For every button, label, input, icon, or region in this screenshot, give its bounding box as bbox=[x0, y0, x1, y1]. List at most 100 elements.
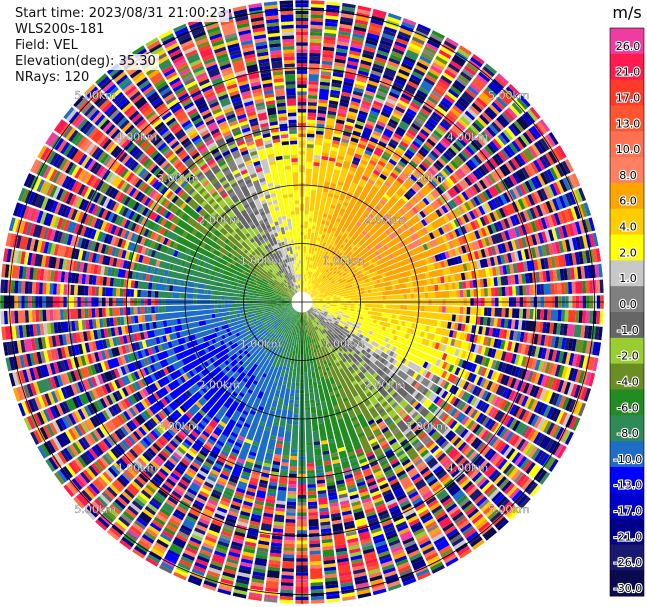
ray bbox=[311, 159, 574, 298]
ray bbox=[302, 312, 325, 604]
colorbar-tick-label: 0.0 bbox=[619, 298, 637, 311]
ray bbox=[310, 132, 559, 297]
ring-label: 2.00km bbox=[199, 213, 241, 226]
ray bbox=[311, 307, 567, 459]
ray bbox=[305, 311, 417, 587]
ray bbox=[83, 309, 295, 521]
ray bbox=[311, 305, 587, 417]
start-time-label: Start time: 2023/08/31 21:00:23 bbox=[12, 6, 230, 22]
colorbar-tick-halo: 0.0 bbox=[619, 298, 637, 311]
ray bbox=[312, 304, 596, 387]
colorbar-swatch bbox=[610, 570, 644, 597]
ray bbox=[217, 8, 300, 292]
ray bbox=[308, 310, 498, 541]
ray bbox=[17, 187, 293, 299]
ray bbox=[310, 307, 559, 472]
ray bbox=[159, 30, 298, 293]
ray bbox=[309, 309, 521, 521]
colorbar-swatch bbox=[610, 105, 644, 132]
ring-label: 1.00km bbox=[240, 337, 282, 350]
ray bbox=[12, 305, 293, 402]
ray bbox=[312, 279, 604, 302]
colorbar-tick-label: -4.0 bbox=[617, 376, 638, 389]
colorbar-tick-halo: -1.0 bbox=[617, 324, 638, 337]
ray bbox=[202, 311, 299, 592]
colorbar-unit-label: m/s bbox=[612, 3, 641, 22]
colorbar-swatch bbox=[610, 157, 644, 184]
colorbar-swatch bbox=[610, 312, 644, 339]
ray bbox=[248, 312, 301, 602]
colorbar-swatch bbox=[610, 466, 644, 494]
ray bbox=[1, 263, 292, 302]
ray bbox=[306, 23, 431, 293]
ray bbox=[305, 17, 417, 293]
colorbar-tick-halo: 4.0 bbox=[619, 221, 637, 234]
ray bbox=[17, 305, 293, 417]
colorbar-tick-label: -10.0 bbox=[614, 453, 642, 466]
ray bbox=[312, 302, 604, 325]
colorbar-swatch bbox=[610, 389, 644, 416]
ray bbox=[95, 309, 296, 531]
ring-label: 3.00km bbox=[405, 172, 447, 185]
ray bbox=[312, 248, 602, 301]
ray bbox=[145, 37, 297, 294]
colorbar-tick-label: -21.0 bbox=[614, 530, 642, 543]
colorbar-swatch bbox=[610, 182, 644, 210]
ray bbox=[302, 312, 341, 603]
colorbar-tick-label: -8.0 bbox=[617, 427, 638, 440]
ray bbox=[37, 145, 293, 297]
ray bbox=[306, 311, 445, 574]
ray bbox=[303, 312, 356, 602]
colorbar-swatch bbox=[610, 260, 644, 287]
ray bbox=[173, 23, 298, 293]
ray bbox=[63, 106, 294, 296]
colorbar-tick-halo: 13.0 bbox=[616, 117, 641, 130]
colorbar-tick-halo: -30.0 bbox=[614, 582, 642, 595]
ray bbox=[8, 304, 292, 387]
ring-label: 3.00km bbox=[157, 420, 199, 433]
colorbar-tick-halo: 6.0 bbox=[619, 195, 637, 208]
ring-label: 4.00km bbox=[447, 462, 489, 475]
ray bbox=[307, 45, 472, 294]
ray bbox=[187, 17, 299, 293]
ray bbox=[119, 310, 296, 551]
ring-label: 5.00km bbox=[74, 503, 116, 516]
ray bbox=[312, 232, 599, 300]
ray bbox=[311, 306, 574, 445]
ring-label: 1.00km bbox=[323, 337, 365, 350]
colorbar-swatch bbox=[610, 131, 644, 158]
instrument-label: WLS200s-181 bbox=[12, 22, 108, 38]
colorbar-tick-label: -30.0 bbox=[614, 582, 642, 595]
colorbar-tick-label: 13.0 bbox=[616, 117, 641, 130]
colorbar-tick-halo: -21.0 bbox=[614, 530, 642, 543]
colorbar-swatch bbox=[610, 286, 644, 313]
ray bbox=[73, 308, 295, 509]
ray bbox=[263, 312, 302, 603]
ray bbox=[310, 119, 551, 296]
ray bbox=[311, 173, 581, 298]
ring-label: 4.00km bbox=[116, 462, 158, 475]
ring-label: 3.00km bbox=[405, 420, 447, 433]
colorbar-tick-halo: -17.0 bbox=[614, 505, 642, 518]
colorbar-swatch bbox=[610, 518, 644, 545]
ring-label: 5.00km bbox=[488, 503, 530, 516]
ray bbox=[2, 248, 292, 301]
ray bbox=[305, 311, 402, 592]
ray bbox=[309, 83, 521, 295]
ring-label: 3.00km bbox=[157, 172, 199, 185]
colorbar-tick-label: 10.0 bbox=[616, 143, 641, 156]
ray bbox=[106, 310, 296, 541]
ray bbox=[307, 37, 459, 293]
ray bbox=[0, 302, 292, 325]
colorbar-tick-label: 17.0 bbox=[616, 92, 641, 105]
colorbar-tick-label: 4.0 bbox=[619, 221, 637, 234]
ray bbox=[309, 95, 531, 296]
ray bbox=[308, 309, 509, 531]
colorbar-swatch bbox=[610, 337, 644, 365]
ray bbox=[310, 106, 541, 296]
ray bbox=[173, 311, 298, 581]
colorbar-swatch bbox=[610, 415, 644, 442]
field-label: Field: VEL bbox=[12, 38, 81, 54]
ray bbox=[187, 311, 299, 587]
